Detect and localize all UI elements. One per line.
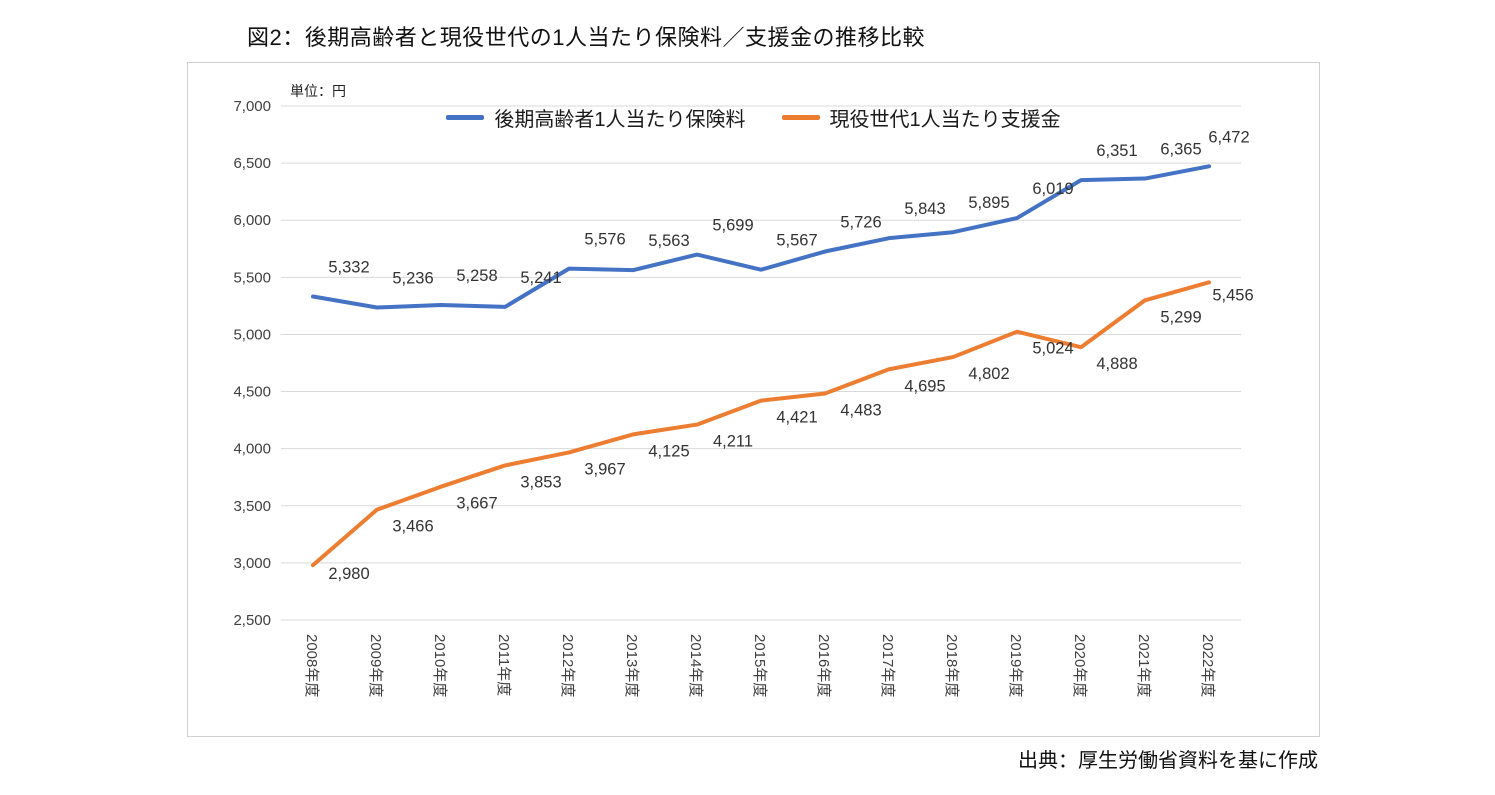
- data-label: 3,967: [584, 460, 625, 478]
- data-label: 4,421: [776, 409, 817, 427]
- y-axis-tick-label: 3,500: [233, 498, 271, 515]
- x-axis-tick-label: 2013年度: [623, 634, 640, 697]
- data-label: 3,853: [520, 473, 561, 491]
- chart-frame: 単位：円 後期高齢者1人当たり保険料 現役世代1人当たり支援金 2,500 3,0…: [187, 62, 1320, 737]
- x-axis-tick-label: 2014年度: [687, 634, 704, 697]
- x-axis-tick-label: 2008年度: [303, 634, 320, 697]
- unit-label: 単位：円: [290, 83, 346, 99]
- data-label: 4,888: [1096, 355, 1137, 373]
- data-label: 5,456: [1212, 286, 1253, 304]
- data-label: 3,466: [392, 518, 433, 536]
- y-axis-tick-label: 6,000: [233, 212, 271, 229]
- data-label: 4,483: [840, 401, 881, 419]
- data-label: 3,667: [456, 495, 497, 513]
- legend: 後期高齢者1人当たり保険料 現役世代1人当たり支援金: [188, 103, 1319, 132]
- x-axis-tick-label: 2011年度: [495, 634, 512, 696]
- data-label: 4,695: [904, 377, 945, 395]
- y-axis-tick-label: 3,000: [233, 555, 271, 572]
- y-axis-tick-label: 5,500: [233, 269, 271, 286]
- data-label: 4,802: [968, 365, 1009, 383]
- data-label: 4,125: [648, 442, 689, 460]
- data-label: 5,258: [456, 267, 497, 285]
- chart-title: 図2：後期高齢者と現役世代の1人当たり保険料／支援金の推移比較: [247, 25, 925, 50]
- data-label: 5,241: [520, 269, 561, 287]
- data-label: 5,563: [648, 232, 689, 250]
- x-axis-tick-label: 2017年度: [879, 634, 896, 697]
- data-label: 5,299: [1160, 308, 1201, 326]
- x-axis-tick-label: 2020年度: [1071, 634, 1088, 697]
- y-axis-tick-label: 6,500: [233, 155, 271, 172]
- series-0-line: [311, 164, 1211, 310]
- source-note: 出典：厚生労働省資料を基に作成: [1018, 750, 1318, 772]
- x-axis-tick-label: 2015年度: [751, 634, 768, 697]
- x-axis-tick-label: 2021年度: [1135, 634, 1152, 697]
- data-label: 6,365: [1160, 141, 1201, 159]
- data-label: 5,726: [840, 214, 881, 232]
- legend-label-series2: 現役世代1人当たり支援金: [829, 109, 1061, 131]
- data-label: 5,024: [1032, 340, 1073, 358]
- data-label: 5,236: [392, 269, 433, 287]
- series1-line-swatch: [446, 115, 485, 120]
- y-axis-tick-label: 5,000: [233, 326, 271, 343]
- line-chart-plot: 2,500 3,000 3,500 4,000 4,500 5,000 5,500 6,000…: [233, 98, 1253, 697]
- y-axis-tick-label: 4,000: [233, 441, 271, 458]
- data-label: 5,576: [584, 231, 625, 249]
- series2-line-swatch: [781, 115, 820, 120]
- x-axis-tick-label: 2012年度: [559, 634, 576, 697]
- x-axis-tick-label: 2022年度: [1199, 634, 1216, 697]
- x-axis-tick-label: 2018年度: [943, 634, 960, 697]
- data-label: 2,980: [328, 565, 369, 583]
- x-axis-tick-label: 2009年度: [367, 634, 384, 697]
- data-label: 6,351: [1096, 142, 1137, 160]
- data-label: 5,843: [904, 200, 945, 218]
- data-label: 6,019: [1032, 180, 1073, 198]
- legend-item-series2: 現役世代1人当たり支援金: [781, 103, 1061, 132]
- data-label: 5,699: [712, 217, 753, 235]
- x-axis-tick-label: 2019年度: [1007, 634, 1024, 697]
- data-label: 6,472: [1208, 128, 1249, 146]
- legend-item-series1: 後期高齢者1人当たり保険料: [446, 103, 746, 132]
- legend-label-series1: 後期高齢者1人当たり保険料: [494, 109, 746, 131]
- y-axis-tick-label: 2,500: [233, 612, 271, 629]
- data-label: 5,567: [776, 232, 817, 250]
- data-label: 4,211: [713, 433, 753, 451]
- data-label: 5,895: [968, 194, 1009, 212]
- x-axis-tick-label: 2010年度: [431, 634, 448, 697]
- data-label: 5,332: [328, 259, 369, 277]
- y-axis-tick-label: 4,500: [233, 384, 271, 401]
- x-axis-tick-label: 2016年度: [815, 634, 832, 697]
- y-axis-tick-label: 7,000: [233, 98, 271, 115]
- series-1-line: [311, 280, 1211, 568]
